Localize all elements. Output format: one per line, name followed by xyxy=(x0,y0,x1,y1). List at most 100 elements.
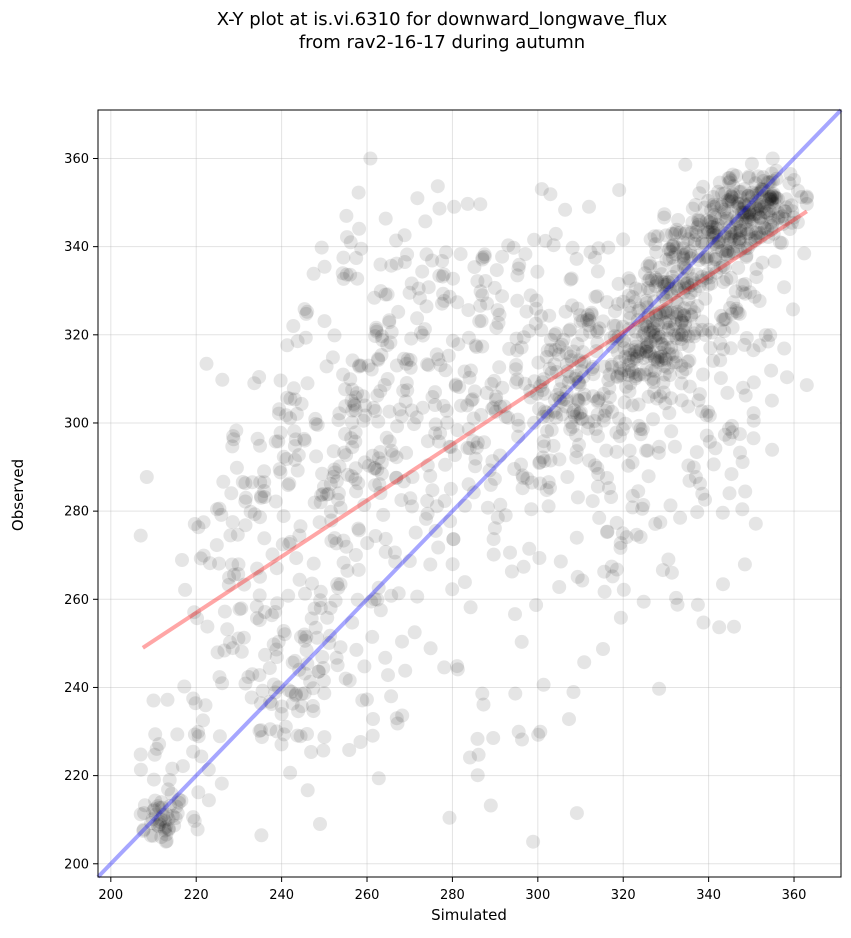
scatter-point xyxy=(706,260,721,275)
scatter-point xyxy=(280,338,295,353)
scatter-point xyxy=(563,349,578,364)
scatter-point xyxy=(695,235,710,250)
scatter-point xyxy=(666,322,680,337)
scatter-point xyxy=(522,324,537,338)
scatter-point xyxy=(655,349,669,364)
scatter-point xyxy=(495,249,510,264)
scatter-point xyxy=(760,175,775,190)
scatter-point xyxy=(463,750,477,765)
scatter-point xyxy=(716,342,731,357)
scatter-point xyxy=(290,728,305,743)
scatter-point xyxy=(700,225,715,240)
scatter-point xyxy=(250,611,264,626)
scatter-point xyxy=(523,288,538,303)
scatter-point xyxy=(415,400,430,415)
scatter-point xyxy=(674,358,689,373)
scatter-point xyxy=(599,295,614,310)
scatter-point xyxy=(457,575,472,590)
scatter-point xyxy=(329,650,344,665)
scatter-point xyxy=(365,728,380,743)
scatter-point xyxy=(652,305,667,320)
scatter-point xyxy=(297,686,312,701)
scatter-point xyxy=(762,192,777,207)
scatter-point xyxy=(725,418,739,433)
scatter-point xyxy=(666,274,681,288)
scatter-point xyxy=(316,479,331,494)
scatter-point xyxy=(726,246,741,261)
scatter-point xyxy=(470,274,485,289)
scatter-point xyxy=(729,304,744,318)
scatter-point xyxy=(790,215,805,230)
scatter-point xyxy=(787,173,802,187)
scatter-point xyxy=(177,679,192,694)
scatter-point xyxy=(395,634,409,649)
scatter-point xyxy=(468,338,483,353)
scatter-point xyxy=(438,457,453,472)
scatter-point xyxy=(402,554,417,568)
scatter-point xyxy=(572,437,586,452)
scatter-point xyxy=(602,367,617,382)
scatter-point xyxy=(543,480,557,495)
scatter-point xyxy=(312,515,327,530)
scatter-point xyxy=(371,351,385,366)
scatter-point xyxy=(235,475,250,489)
scatter-point xyxy=(373,603,388,618)
scatter-point xyxy=(596,642,610,656)
scatter-point xyxy=(669,240,684,255)
scatter-point xyxy=(272,462,287,477)
scatter-point xyxy=(165,761,180,776)
scatter-point xyxy=(648,333,663,348)
scatter-point xyxy=(657,277,672,292)
scatter-point xyxy=(338,427,353,441)
scatter-point xyxy=(158,820,173,835)
scatter-point xyxy=(590,429,605,444)
scatter-point xyxy=(660,360,675,375)
scatter-point xyxy=(517,376,532,391)
scatter-point xyxy=(273,373,288,388)
scatter-point xyxy=(271,680,286,695)
scatter-point xyxy=(746,375,761,390)
scatter-point xyxy=(612,429,627,444)
scatter-point xyxy=(187,517,202,531)
scatter-point xyxy=(475,252,490,267)
scatter-point xyxy=(232,602,247,617)
scatter-point xyxy=(549,365,564,379)
scatter-point xyxy=(167,818,182,833)
scatter-point xyxy=(667,328,682,343)
scatter-point xyxy=(662,281,677,296)
scatter-point xyxy=(498,409,513,424)
scatter-point xyxy=(709,252,723,267)
scatter-point xyxy=(589,344,604,359)
scatter-point xyxy=(733,190,748,205)
scatter-point xyxy=(583,324,597,339)
scatter-point xyxy=(664,565,679,580)
scatter-point xyxy=(591,241,606,256)
scatter-point xyxy=(674,313,689,328)
scatter-point xyxy=(681,280,696,295)
scatter-point xyxy=(489,389,504,404)
scatter-point xyxy=(657,207,672,222)
scatter-point xyxy=(564,353,579,368)
scatter-point xyxy=(644,372,659,387)
scatter-point xyxy=(352,221,367,236)
scatter-point xyxy=(736,201,751,216)
scatter-point xyxy=(641,389,656,404)
scatter-point xyxy=(352,359,367,374)
scatter-point xyxy=(709,240,724,254)
scatter-point xyxy=(573,405,588,420)
scatter-point xyxy=(639,344,654,359)
scatter-point xyxy=(399,376,414,390)
scatter-point xyxy=(740,210,755,225)
scatter-point xyxy=(391,304,406,319)
scatter-point xyxy=(678,319,693,333)
scatter-point xyxy=(194,749,209,764)
scatter-point xyxy=(677,260,692,275)
scatter-point xyxy=(532,456,547,470)
scatter-point xyxy=(621,358,636,372)
scatter-point xyxy=(460,398,475,413)
scatter-point xyxy=(437,660,452,675)
scatter-point xyxy=(725,190,740,205)
scatter-point xyxy=(637,367,652,382)
scatter-point xyxy=(281,683,296,698)
